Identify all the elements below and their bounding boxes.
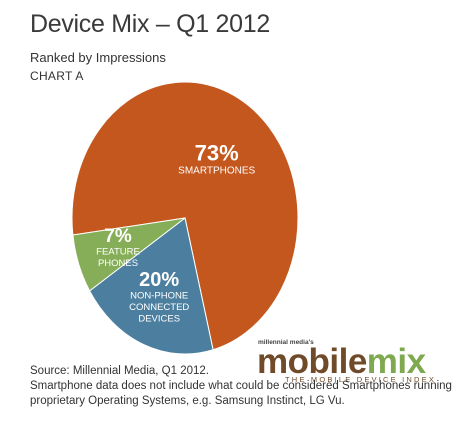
slice-category-label: FEATURE (96, 247, 140, 258)
brand-logo-mobile: mobile (257, 342, 367, 381)
slice-category-label: PHONES (98, 258, 138, 269)
chart-label: CHART A (30, 69, 84, 83)
slice-category-label: SMARTPHONES (178, 166, 255, 177)
footnote-line: Smartphone data does not include what co… (30, 380, 452, 392)
slice-category-label: DEVICES (138, 314, 180, 325)
slice-percent-label: 20% (139, 269, 179, 291)
footnote: Source: Millennial Media, Q1 2012. Smart… (30, 364, 460, 409)
chart-title: Device Mix – Q1 2012 (30, 10, 270, 38)
pie-labels: 73%SMARTPHONES 20%NON-PHONECONNECTEDDEVIC… (96, 141, 255, 325)
pie-slice-smartphones (71, 81, 299, 351)
brand-tagline: THE MOBILE DEVICE INDEX (285, 375, 437, 384)
footnote-line: Source: Millennial Media, Q1 2012. (30, 365, 209, 377)
brand-logo: mobilemix (257, 344, 426, 379)
pie-slice-feature-phones (72, 217, 186, 292)
slice-percent-label: 73% (195, 141, 239, 166)
slice-category-label: NON-PHONE (130, 291, 188, 302)
slice-category-label: CONNECTED (129, 302, 189, 313)
brand-small-text: millennial media's (258, 339, 314, 346)
chart-subtitle: Ranked by Impressions (30, 50, 166, 65)
slice-percent-label: 7% (104, 226, 132, 247)
brand-logo-mix: mix (366, 342, 426, 381)
pie-slice-non-phone-connected-devices (88, 217, 214, 355)
footnote-line: proprietary Operating Systems, e.g. Sams… (30, 395, 345, 407)
pie-slices (71, 81, 299, 355)
